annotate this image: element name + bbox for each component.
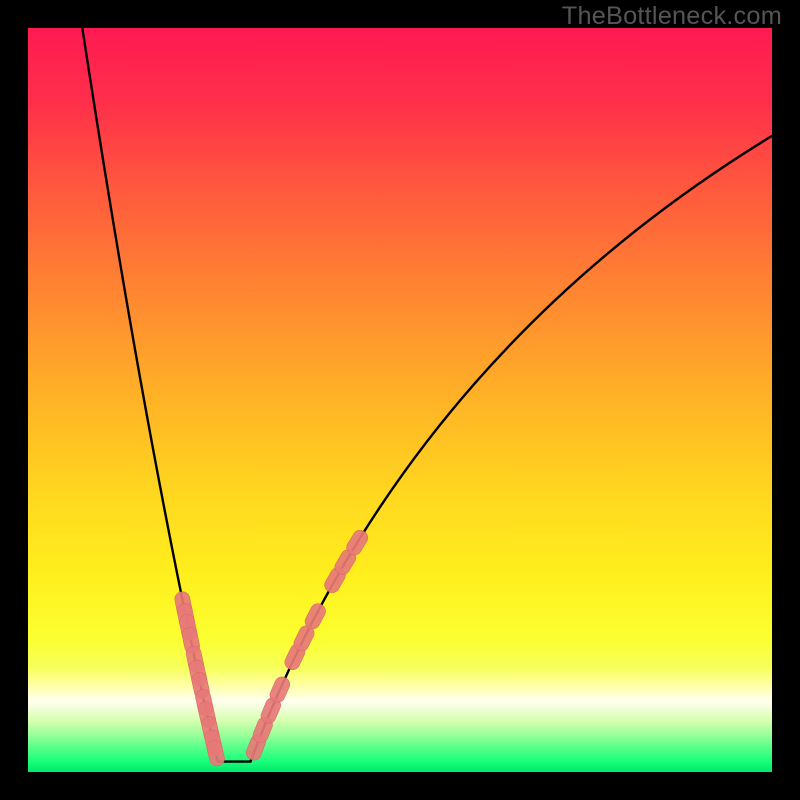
watermark-text: TheBottleneck.com (562, 2, 782, 31)
chart-frame: TheBottleneck.com (0, 0, 800, 800)
gradient-background (28, 28, 772, 772)
plot-area (28, 28, 772, 772)
